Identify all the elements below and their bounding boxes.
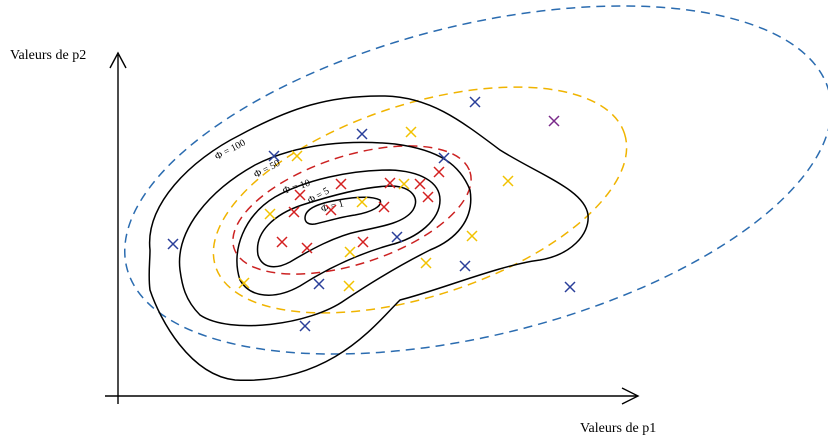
contour-phi-5: [256, 185, 417, 268]
y-axis-label: Valeurs de p2: [10, 48, 86, 63]
red-cross-marker-icon: [384, 177, 396, 189]
blue-cross-marker-icon: [459, 260, 471, 272]
yellow-cross-marker-icon: [238, 277, 250, 289]
yellow-cross-marker-icon: [356, 196, 368, 208]
y-axis-arrowhead: [109, 51, 127, 69]
contour-phi-50: [178, 141, 472, 327]
contour-label-phi-100: Φ = 100: [213, 137, 247, 162]
yellow-cross-marker-icon: [405, 126, 417, 138]
purple-cross-marker-icon: [548, 115, 560, 127]
blue-cross-marker-icon: [391, 231, 403, 243]
x-axis-arrowhead: [621, 387, 640, 405]
blue-cross-marker-icon: [469, 96, 481, 108]
blue-cross-marker-icon: [299, 320, 311, 332]
yellow-cross-marker-icon: [398, 178, 410, 190]
contour-phi-100: [148, 95, 589, 381]
red-cross-marker-icon: [378, 201, 390, 213]
x-axis-label: Valeurs de p1: [580, 421, 656, 436]
contour-label-phi-50: Φ = 50: [252, 158, 282, 181]
yellow-cross-marker-icon: [502, 175, 514, 187]
red-cross-marker-icon: [294, 189, 306, 201]
blue-cross-marker-icon: [356, 128, 368, 140]
red-cross-marker-icon: [357, 236, 369, 248]
red-cross-marker-icon: [433, 166, 445, 178]
contour-phi-10: [236, 169, 441, 296]
yellow-cross-marker-icon: [420, 257, 432, 269]
blue-cross-marker-icon: [167, 238, 179, 250]
yellow-cross-marker-icon: [466, 230, 478, 242]
red-cross-marker-icon: [325, 204, 337, 216]
red-cross-marker-icon: [422, 191, 434, 203]
yellow-confidence-ellipse: [212, 86, 628, 314]
red-cross-marker-icon: [301, 242, 313, 254]
blue-cross-marker-icon: [564, 281, 576, 293]
yellow-cross-marker-icon: [291, 150, 303, 162]
red-cross-marker-icon: [414, 178, 426, 190]
yellow-cross-marker-icon: [264, 208, 276, 220]
red-cross-marker-icon: [335, 178, 347, 190]
red-cross-marker-icon: [276, 236, 288, 248]
blue-confidence-ellipse: [124, 5, 828, 355]
yellow-cross-marker-icon: [343, 280, 355, 292]
red-confidence-ellipse: [232, 145, 472, 275]
red-cross-marker-icon: [288, 206, 300, 218]
sample-markers: [167, 96, 576, 332]
blue-cross-marker-icon: [313, 278, 325, 290]
blue-cross-marker-icon: [268, 150, 280, 162]
yellow-cross-marker-icon: [344, 246, 356, 258]
contour-phi-1: [304, 196, 382, 225]
blue-cross-marker-icon: [438, 152, 450, 164]
